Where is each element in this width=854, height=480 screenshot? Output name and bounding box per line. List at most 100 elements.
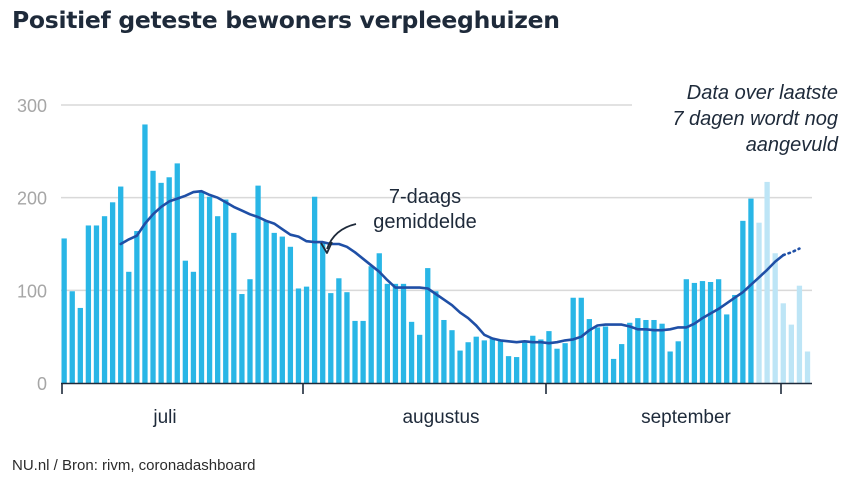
bar bbox=[255, 185, 261, 383]
bar bbox=[715, 279, 722, 383]
bar bbox=[627, 322, 633, 383]
bar-incomplete bbox=[788, 324, 794, 383]
bar bbox=[740, 220, 746, 383]
incomplete-data-note: Data over laatste bbox=[687, 82, 838, 104]
bar bbox=[691, 282, 698, 383]
bar bbox=[667, 351, 673, 383]
bar bbox=[594, 327, 601, 383]
bar bbox=[724, 314, 730, 383]
bar bbox=[425, 268, 431, 383]
bar bbox=[311, 196, 318, 383]
bar-incomplete bbox=[772, 253, 778, 383]
bar bbox=[473, 336, 479, 383]
bar bbox=[190, 271, 197, 383]
moving-average bbox=[119, 189, 801, 345]
x-tick-label: juli bbox=[152, 407, 176, 428]
bar bbox=[748, 198, 754, 383]
average-arrow bbox=[326, 223, 357, 250]
y-tick-label: 300 bbox=[17, 96, 47, 116]
bar bbox=[239, 294, 245, 383]
bar bbox=[134, 231, 140, 383]
bar bbox=[497, 340, 504, 383]
bar bbox=[77, 307, 83, 383]
bar bbox=[538, 339, 544, 383]
bar bbox=[513, 357, 520, 383]
incomplete-data-note: aangevuld bbox=[746, 134, 839, 156]
bar bbox=[231, 232, 237, 383]
bar bbox=[562, 343, 568, 383]
bar bbox=[441, 319, 447, 383]
bar bbox=[530, 335, 536, 383]
bar bbox=[392, 283, 399, 383]
bar bbox=[263, 220, 269, 383]
bar bbox=[101, 216, 108, 383]
bars bbox=[61, 124, 811, 384]
bar-incomplete bbox=[764, 181, 770, 383]
bar bbox=[368, 266, 374, 383]
bar bbox=[166, 177, 172, 383]
bar bbox=[61, 238, 67, 383]
bar bbox=[109, 202, 116, 383]
bar bbox=[118, 186, 124, 383]
bar bbox=[707, 281, 714, 383]
y-tick-label: 0 bbox=[37, 374, 47, 394]
bar bbox=[481, 340, 487, 383]
bar bbox=[505, 356, 512, 383]
source-note: NU.nl / Bron: rivm, coronadashboard bbox=[12, 457, 256, 474]
bar bbox=[287, 246, 294, 383]
bar bbox=[449, 330, 455, 383]
y-tick-label: 100 bbox=[17, 281, 47, 301]
x-tick-label: augustus bbox=[402, 407, 479, 428]
bar bbox=[126, 271, 132, 383]
bar bbox=[376, 253, 382, 383]
bar bbox=[554, 348, 560, 383]
bar bbox=[699, 281, 706, 383]
bar bbox=[522, 341, 528, 383]
bar bbox=[465, 342, 471, 383]
bar bbox=[182, 260, 188, 383]
bar bbox=[417, 334, 423, 383]
bar-incomplete bbox=[796, 285, 803, 383]
bar bbox=[659, 323, 665, 383]
bar bbox=[142, 124, 148, 384]
bar bbox=[360, 320, 366, 383]
bar bbox=[93, 225, 100, 383]
bar bbox=[247, 279, 253, 383]
bar-incomplete bbox=[804, 351, 811, 383]
bar bbox=[85, 225, 92, 383]
bar bbox=[683, 279, 689, 383]
bar bbox=[352, 320, 358, 383]
bar bbox=[158, 182, 164, 383]
bar bbox=[303, 286, 310, 383]
average-arrow-head bbox=[320, 241, 333, 254]
bar bbox=[619, 344, 625, 383]
bar bbox=[198, 192, 205, 383]
average-line-projected bbox=[782, 247, 801, 257]
bar bbox=[150, 170, 156, 383]
bar bbox=[223, 199, 229, 383]
average-line bbox=[119, 189, 785, 345]
bar bbox=[578, 297, 584, 383]
bar-incomplete bbox=[780, 303, 786, 383]
y-axis-ticks: 300 200 100 0 bbox=[17, 96, 47, 394]
incomplete-data-note: 7 dagen wordt nog bbox=[672, 108, 838, 130]
bar bbox=[675, 341, 681, 383]
bar bbox=[206, 196, 213, 383]
bar bbox=[69, 291, 75, 383]
bar bbox=[328, 293, 334, 383]
bar bbox=[610, 358, 617, 383]
bar bbox=[489, 338, 496, 383]
average-label: 7-daags bbox=[389, 186, 461, 208]
bar bbox=[384, 283, 390, 383]
annotations: 7-daags gemiddelde Data over laatste 7 dage… bbox=[320, 82, 839, 254]
bar bbox=[215, 216, 221, 383]
y-tick-label: 200 bbox=[17, 189, 47, 209]
bar bbox=[602, 326, 609, 383]
bar bbox=[400, 283, 407, 383]
bar bbox=[408, 321, 415, 383]
bar bbox=[586, 319, 592, 383]
bar bbox=[643, 319, 649, 383]
bar bbox=[635, 318, 641, 383]
x-tick-label: september bbox=[641, 407, 731, 428]
